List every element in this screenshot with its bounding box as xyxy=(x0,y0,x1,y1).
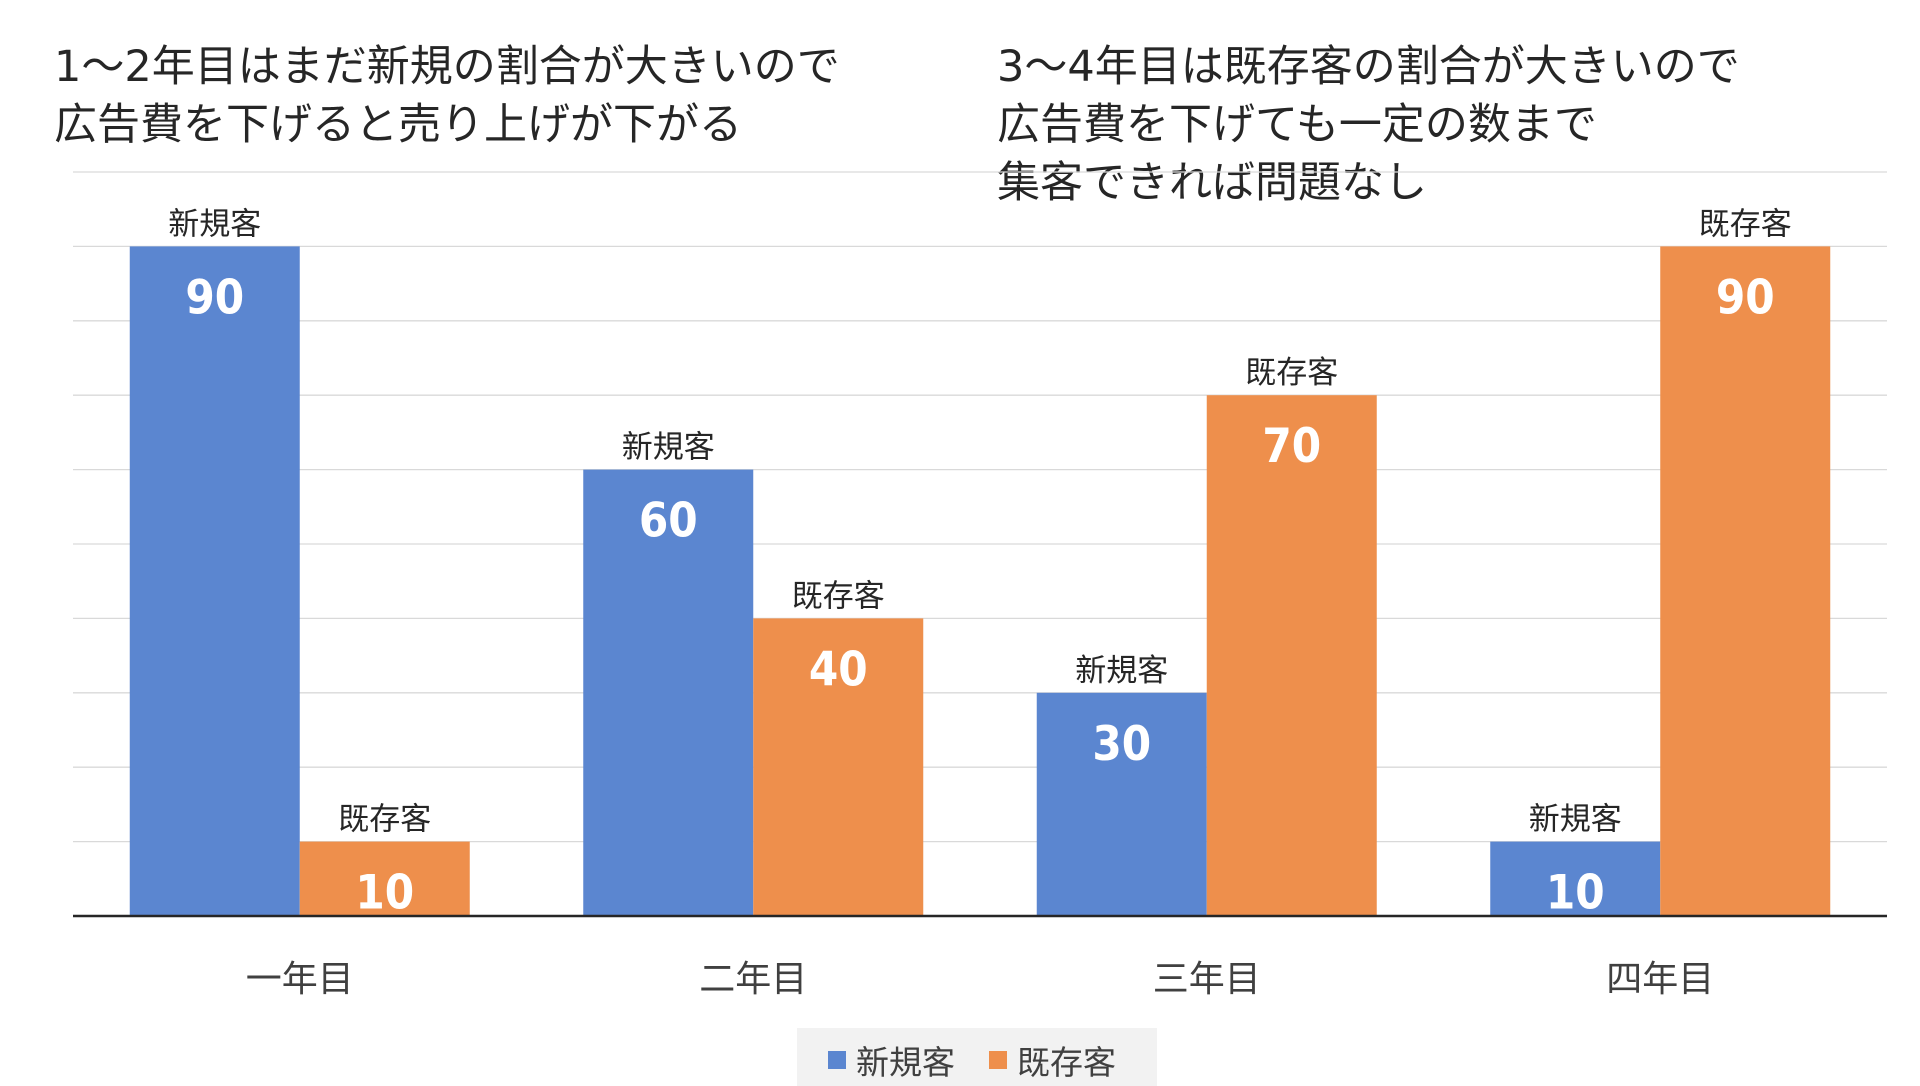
bar xyxy=(583,469,754,916)
bar-value-label: 70 xyxy=(1262,419,1321,474)
bar-value-label: 10 xyxy=(1546,866,1605,921)
legend: 新規客 既存客 xyxy=(828,1036,1116,1084)
bar-value-label: 90 xyxy=(1716,270,1775,325)
bar-category-label: 新規客 xyxy=(1529,802,1622,838)
bar-category-label: 既存客 xyxy=(338,802,431,838)
bar-value-label: 40 xyxy=(809,642,868,697)
bar-category-label: 新規客 xyxy=(168,206,261,242)
bar-value-label: 60 xyxy=(639,494,698,549)
legend-label-new: 新規客 xyxy=(856,1043,955,1082)
bar xyxy=(1490,841,1661,916)
bar-category-label: 既存客 xyxy=(792,578,885,614)
annotation-right: 3〜4年目は既存客の割合が大きいので 広告費を下げても一定の数まで 集客できれば… xyxy=(997,42,1740,208)
legend-background xyxy=(797,1028,1157,1086)
bar-value-label: 30 xyxy=(1092,717,1151,772)
bar xyxy=(1206,395,1377,916)
bar-value-label: 90 xyxy=(185,270,244,325)
x-tick-label: 四年目 xyxy=(1606,959,1714,1000)
bar-category-label: 新規客 xyxy=(1075,653,1168,689)
legend-item-existing: 既存客 xyxy=(989,1036,1116,1084)
legend-item-new: 新規客 xyxy=(828,1036,955,1084)
bar-category-label: 新規客 xyxy=(622,430,715,466)
bar xyxy=(1660,246,1831,916)
bar-category-label: 既存客 xyxy=(1699,206,1792,242)
annotation-left: 1〜2年目はまだ新規の割合が大きいので 広告費を下げると売り上げが下がる xyxy=(54,42,840,150)
bar xyxy=(1036,692,1207,916)
x-tick-label: 三年目 xyxy=(1153,959,1261,1000)
x-tick-label: 二年目 xyxy=(699,959,807,1000)
bar xyxy=(129,246,300,916)
bar xyxy=(299,841,470,916)
bar xyxy=(753,618,924,916)
legend-swatch-existing xyxy=(989,1051,1007,1069)
bar-value-label: 10 xyxy=(355,866,414,921)
bar-category-label: 既存客 xyxy=(1245,355,1338,391)
legend-swatch-new xyxy=(828,1051,846,1069)
x-tick-label: 一年目 xyxy=(246,959,354,1000)
legend-label-existing: 既存客 xyxy=(1017,1043,1116,1082)
